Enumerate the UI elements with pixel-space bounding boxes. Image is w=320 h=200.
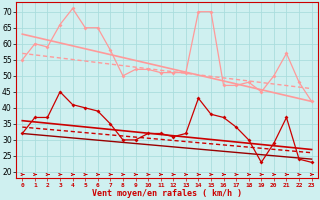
X-axis label: Vent moyen/en rafales ( km/h ): Vent moyen/en rafales ( km/h ) bbox=[92, 189, 242, 198]
